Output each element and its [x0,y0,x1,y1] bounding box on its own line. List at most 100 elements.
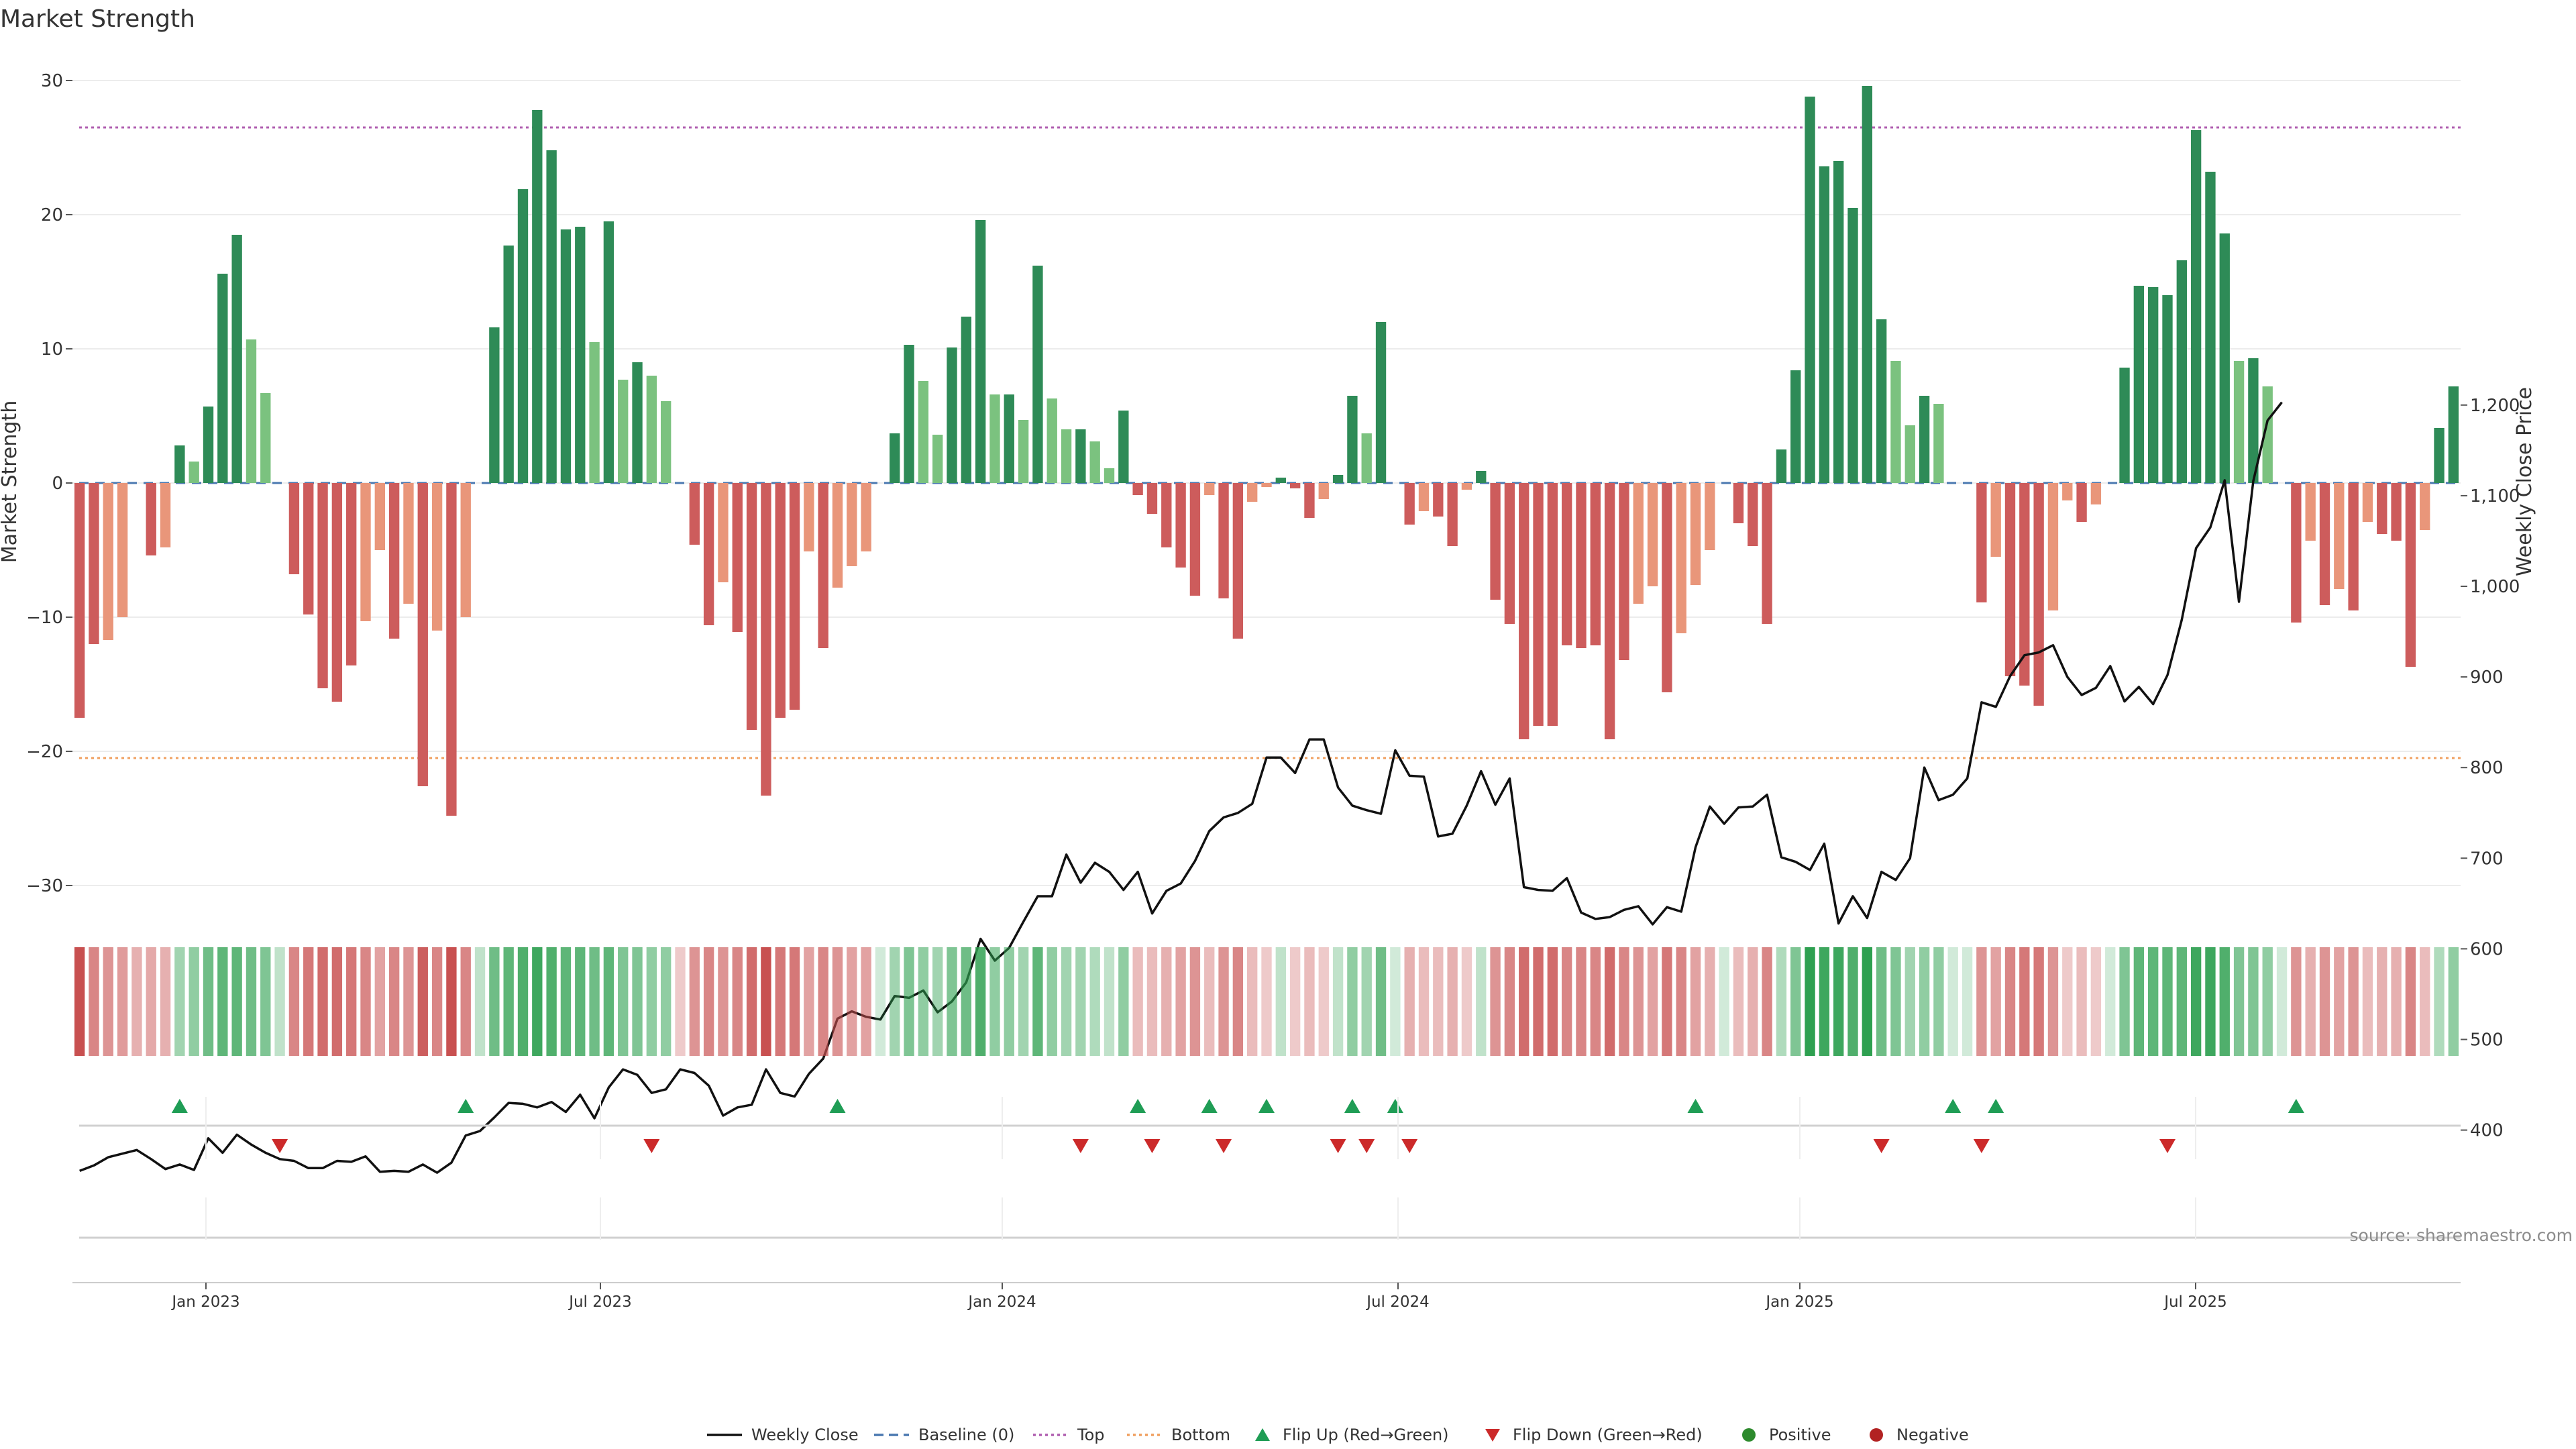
strength-bar [1776,449,1787,483]
strip-cell [103,947,113,1056]
strength-bar [489,327,500,483]
y2-tick-label: 900 [2470,667,2504,688]
strength-bar [1705,483,1715,550]
strength-bars [74,86,2459,816]
strength-bar [1647,483,1658,586]
strength-bar [932,435,943,483]
x-tick-label: Jul 2024 [1365,1293,1430,1311]
strength-bar [1132,483,1143,495]
strength-bar [1819,166,1830,483]
strip-cell [2205,947,2216,1056]
strength-bar [2362,483,2373,522]
weekly-close-line [79,401,2283,1174]
y2-tick-label: 500 [2470,1030,2504,1051]
strength-bar [2405,483,2416,667]
strip-cell [288,947,300,1056]
strength-bar [2190,130,2202,483]
strip-cell [646,947,657,1056]
strip-cell [303,947,314,1056]
strip-cell [1676,947,1686,1056]
strength-bar [904,345,914,483]
strength-bar [1748,483,1758,546]
strength-bar [1847,208,1858,483]
legend-label: Top [1077,1426,1105,1444]
strength-bar [789,483,800,710]
strip-cell [1189,947,1201,1056]
strip-cell [2276,947,2288,1056]
strength-bar [1519,483,1529,739]
strip-cell [975,947,986,1056]
strength-bar [1890,361,1901,483]
strip-cell [1947,947,1958,1056]
x-tick-label: Jul 2023 [568,1293,632,1311]
strip-cell [1146,947,1158,1056]
strength-bar [1118,411,1129,483]
strip-cell [146,947,156,1056]
strength-bar [775,483,786,718]
strength-bar [1204,483,1215,495]
strip-cell [1289,947,1301,1056]
strength-bar [1547,483,1558,726]
strength-bar [246,339,257,483]
strip-cell [1833,947,1844,1056]
strength-bar [231,235,242,483]
strength-bar [890,433,900,483]
strip-cell [603,947,614,1056]
strip-cell [875,947,886,1056]
strip-cell [2391,947,2402,1056]
strength-bar [2420,483,2430,530]
strip-cell [1476,947,1487,1056]
y2-tick-label: 600 [2470,939,2504,959]
strip-cell [503,947,514,1056]
legend-swatch [1485,1429,1500,1442]
strength-bar [1061,429,1072,483]
strip-cell [2033,947,2044,1056]
strength-bar [1790,370,1801,483]
strip-cell [1690,947,1701,1056]
legend: Weekly Close Baseline (0) Top Bottom Flip Up… [707,1426,1969,1444]
strip-cell [1318,947,1329,1056]
legend-label: Negative [1896,1426,1969,1444]
strength-bar [2262,386,2273,483]
y-tick-label: 20 [41,205,63,225]
strength-bar [317,483,328,688]
strength-bar [117,483,128,617]
x-axis: Jan 2023 Jul 2023 Jan 2024 Jul 2024 Jan 2025… [72,1097,2461,1311]
strip-cell [1904,947,1915,1056]
strip-cell [1275,947,1286,1056]
strip-cell [1390,947,1401,1056]
strip-cell [546,947,557,1056]
strength-bar [89,483,99,644]
strength-bar [1504,483,1515,624]
strength-bar [2233,361,2245,483]
strength-bar [1375,322,1387,483]
strength-bar [374,483,385,550]
legend-label: Baseline (0) [918,1426,1014,1444]
strength-bar [689,483,700,545]
strength-bar [1447,483,1458,546]
strip-cell [1032,947,1043,1056]
strip-cell [446,947,457,1056]
strength-bar [646,376,657,483]
strip-cell [932,947,943,1056]
strength-bar [947,347,957,483]
strip-cell [732,947,743,1056]
strength-bar [2133,286,2145,483]
legend-label: Weekly Close [751,1426,859,1444]
strip-cell [775,947,786,1056]
strip-cell [2248,947,2259,1056]
x-tick-label: Jan 2024 [967,1293,1036,1311]
strength-bar [761,483,771,796]
strength-bar [1862,86,1873,483]
strip-cell [703,947,714,1056]
strip-cell [89,947,99,1056]
strip-cell [274,947,285,1056]
strength-bar [1161,483,1172,547]
strip-cell [804,947,814,1056]
strength-bar [1247,483,1258,502]
strip-cell [2119,947,2130,1056]
strip-cell [2434,947,2445,1056]
strength-bar [1261,483,1272,487]
strength-bar [2205,172,2216,483]
